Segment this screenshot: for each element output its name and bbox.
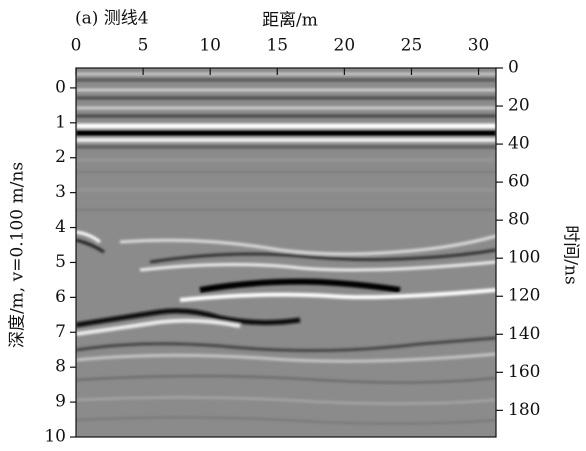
y-tick-label: 1 — [55, 112, 66, 132]
y-tick-label: 4 — [55, 217, 66, 237]
y2-tick-label: 120 — [508, 286, 540, 306]
y2-tick-label: 100 — [508, 248, 540, 268]
y-tick-label: 10 — [44, 427, 66, 447]
plot-frame — [75, 67, 497, 438]
y-tick-label: 7 — [55, 322, 66, 342]
chart-title: (a) 测线4 — [75, 9, 149, 29]
x-tick-label: 10 — [199, 36, 221, 56]
y2-tick-label: 40 — [508, 134, 530, 154]
y2-tick-label: 0 — [508, 58, 519, 78]
x-tick-label: 5 — [138, 36, 149, 56]
y-tick-label: 3 — [55, 182, 66, 202]
y-tick-label: 6 — [55, 287, 66, 307]
y2-tick-label: 80 — [508, 210, 530, 230]
y2-tick-label: 60 — [508, 172, 530, 192]
y-tick-label: 5 — [55, 252, 66, 272]
x-tick-label: 20 — [334, 36, 356, 56]
radargram-image — [76, 68, 496, 437]
y-tick-label: 2 — [55, 147, 66, 167]
y2-tick-label: 180 — [508, 400, 540, 420]
y2-tick-label: 20 — [508, 96, 530, 116]
y-axis-label: 深度/m, v=0.100 m/ns — [8, 162, 28, 348]
y-tick-label: 8 — [55, 357, 66, 377]
y2-tick-label: 140 — [508, 324, 540, 344]
y2-tick-label: 160 — [508, 362, 540, 382]
x-axis-label: 距离/m — [262, 11, 318, 31]
y-tick-label: 9 — [55, 392, 66, 412]
x-tick-label: 30 — [468, 36, 490, 56]
x-tick-label: 25 — [401, 36, 423, 56]
y-tick-label: 0 — [55, 77, 66, 97]
x-tick-label: 0 — [71, 36, 82, 56]
x-tick-label: 15 — [266, 36, 288, 56]
y2-axis-label: 时间/ns — [561, 225, 581, 284]
